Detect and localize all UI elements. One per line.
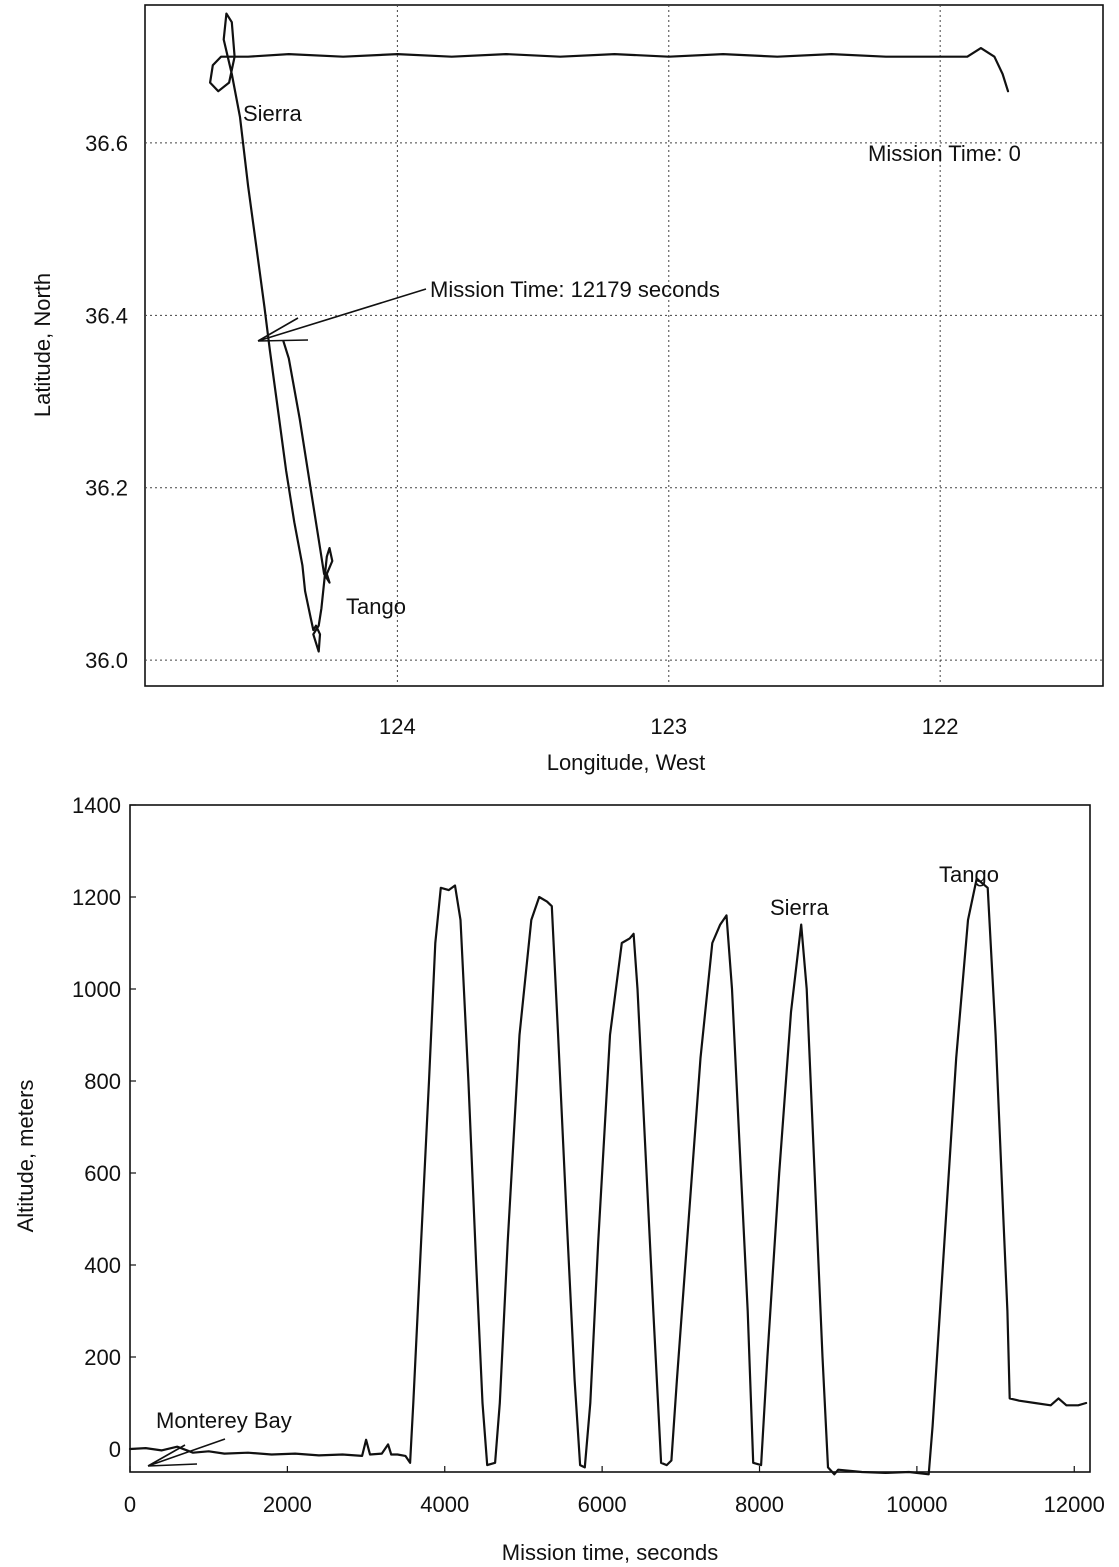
mission-end-pointer — [257, 288, 427, 342]
altitude-x-axis-label: Mission time, seconds — [502, 1540, 718, 1565]
mission-start-label: Mission Time: 0 — [868, 141, 1021, 166]
ground-track-plot-frame — [144, 4, 1104, 687]
ground-track-chart: 124 123 122 36.0 36.2 36.4 36.6 Longitude, Wes… — [30, 4, 1104, 775]
altitude-x-tick-label: 10000 — [886, 1492, 947, 1517]
altitude-line — [128, 877, 1088, 1476]
monterey-bay-label: Monterey Bay — [156, 1408, 292, 1433]
altitude-y-tick-label: 600 — [84, 1161, 121, 1186]
tango-label-top: Tango — [346, 594, 406, 619]
altitude-y-tick-label: 400 — [84, 1253, 121, 1278]
ground-track-y-tick-label: 36.6 — [85, 131, 128, 156]
ground-track-x-tick-label: 122 — [922, 714, 959, 739]
mission-end-label: Mission Time: 12179 seconds — [430, 277, 720, 302]
altitude-y-tick-label: 1400 — [72, 793, 121, 818]
altitude-plot-frame — [129, 804, 1091, 1473]
sierra-label-bottom: Sierra — [770, 895, 829, 920]
altitude-x-tick-label: 8000 — [735, 1492, 784, 1517]
ground-track-y-tick-label: 36.4 — [85, 303, 128, 328]
altitude-y-axis-label: Altitude, meters — [13, 1080, 38, 1233]
ground-track-y-tick-label: 36.0 — [85, 648, 128, 673]
altitude-x-tick-label: 4000 — [420, 1492, 469, 1517]
altitude-y-tick-label: 800 — [84, 1069, 121, 1094]
altitude-y-tick-label: 200 — [84, 1345, 121, 1370]
altitude-y-tick-label: 0 — [109, 1437, 121, 1462]
altitude-tick-labels: 0 2000 4000 6000 8000 10000 12000 0 200 400 600 800… — [72, 793, 1105, 1517]
ground-track-x-tick-label: 124 — [379, 714, 416, 739]
ground-track-tick-labels: 124 123 122 36.0 36.2 36.4 36.6 — [85, 131, 958, 739]
sierra-label-top: Sierra — [243, 101, 302, 126]
altitude-chart: 0 2000 4000 6000 8000 10000 12000 0 200 400 600 800… — [13, 793, 1105, 1565]
tango-label-bottom: Tango — [939, 862, 999, 887]
ground-track-y-tick-label: 36.2 — [85, 476, 128, 501]
altitude-x-tick-label: 12000 — [1044, 1492, 1105, 1517]
ground-track-y-axis-label: Latitude, North — [30, 273, 55, 417]
altitude-x-tick-label: 6000 — [578, 1492, 627, 1517]
monterey-bay-pointer — [147, 1438, 226, 1467]
altitude-x-tick-label: 0 — [124, 1492, 136, 1517]
ground-track-gridlines — [145, 5, 1103, 686]
ground-track-x-tick-label: 123 — [650, 714, 687, 739]
altitude-y-tick-label: 1200 — [72, 885, 121, 910]
altitude-x-tick-label: 2000 — [263, 1492, 312, 1517]
ground-track-line — [209, 12, 1010, 653]
altitude-y-tick-label: 1000 — [72, 977, 121, 1002]
ground-track-x-axis-label: Longitude, West — [547, 750, 706, 775]
